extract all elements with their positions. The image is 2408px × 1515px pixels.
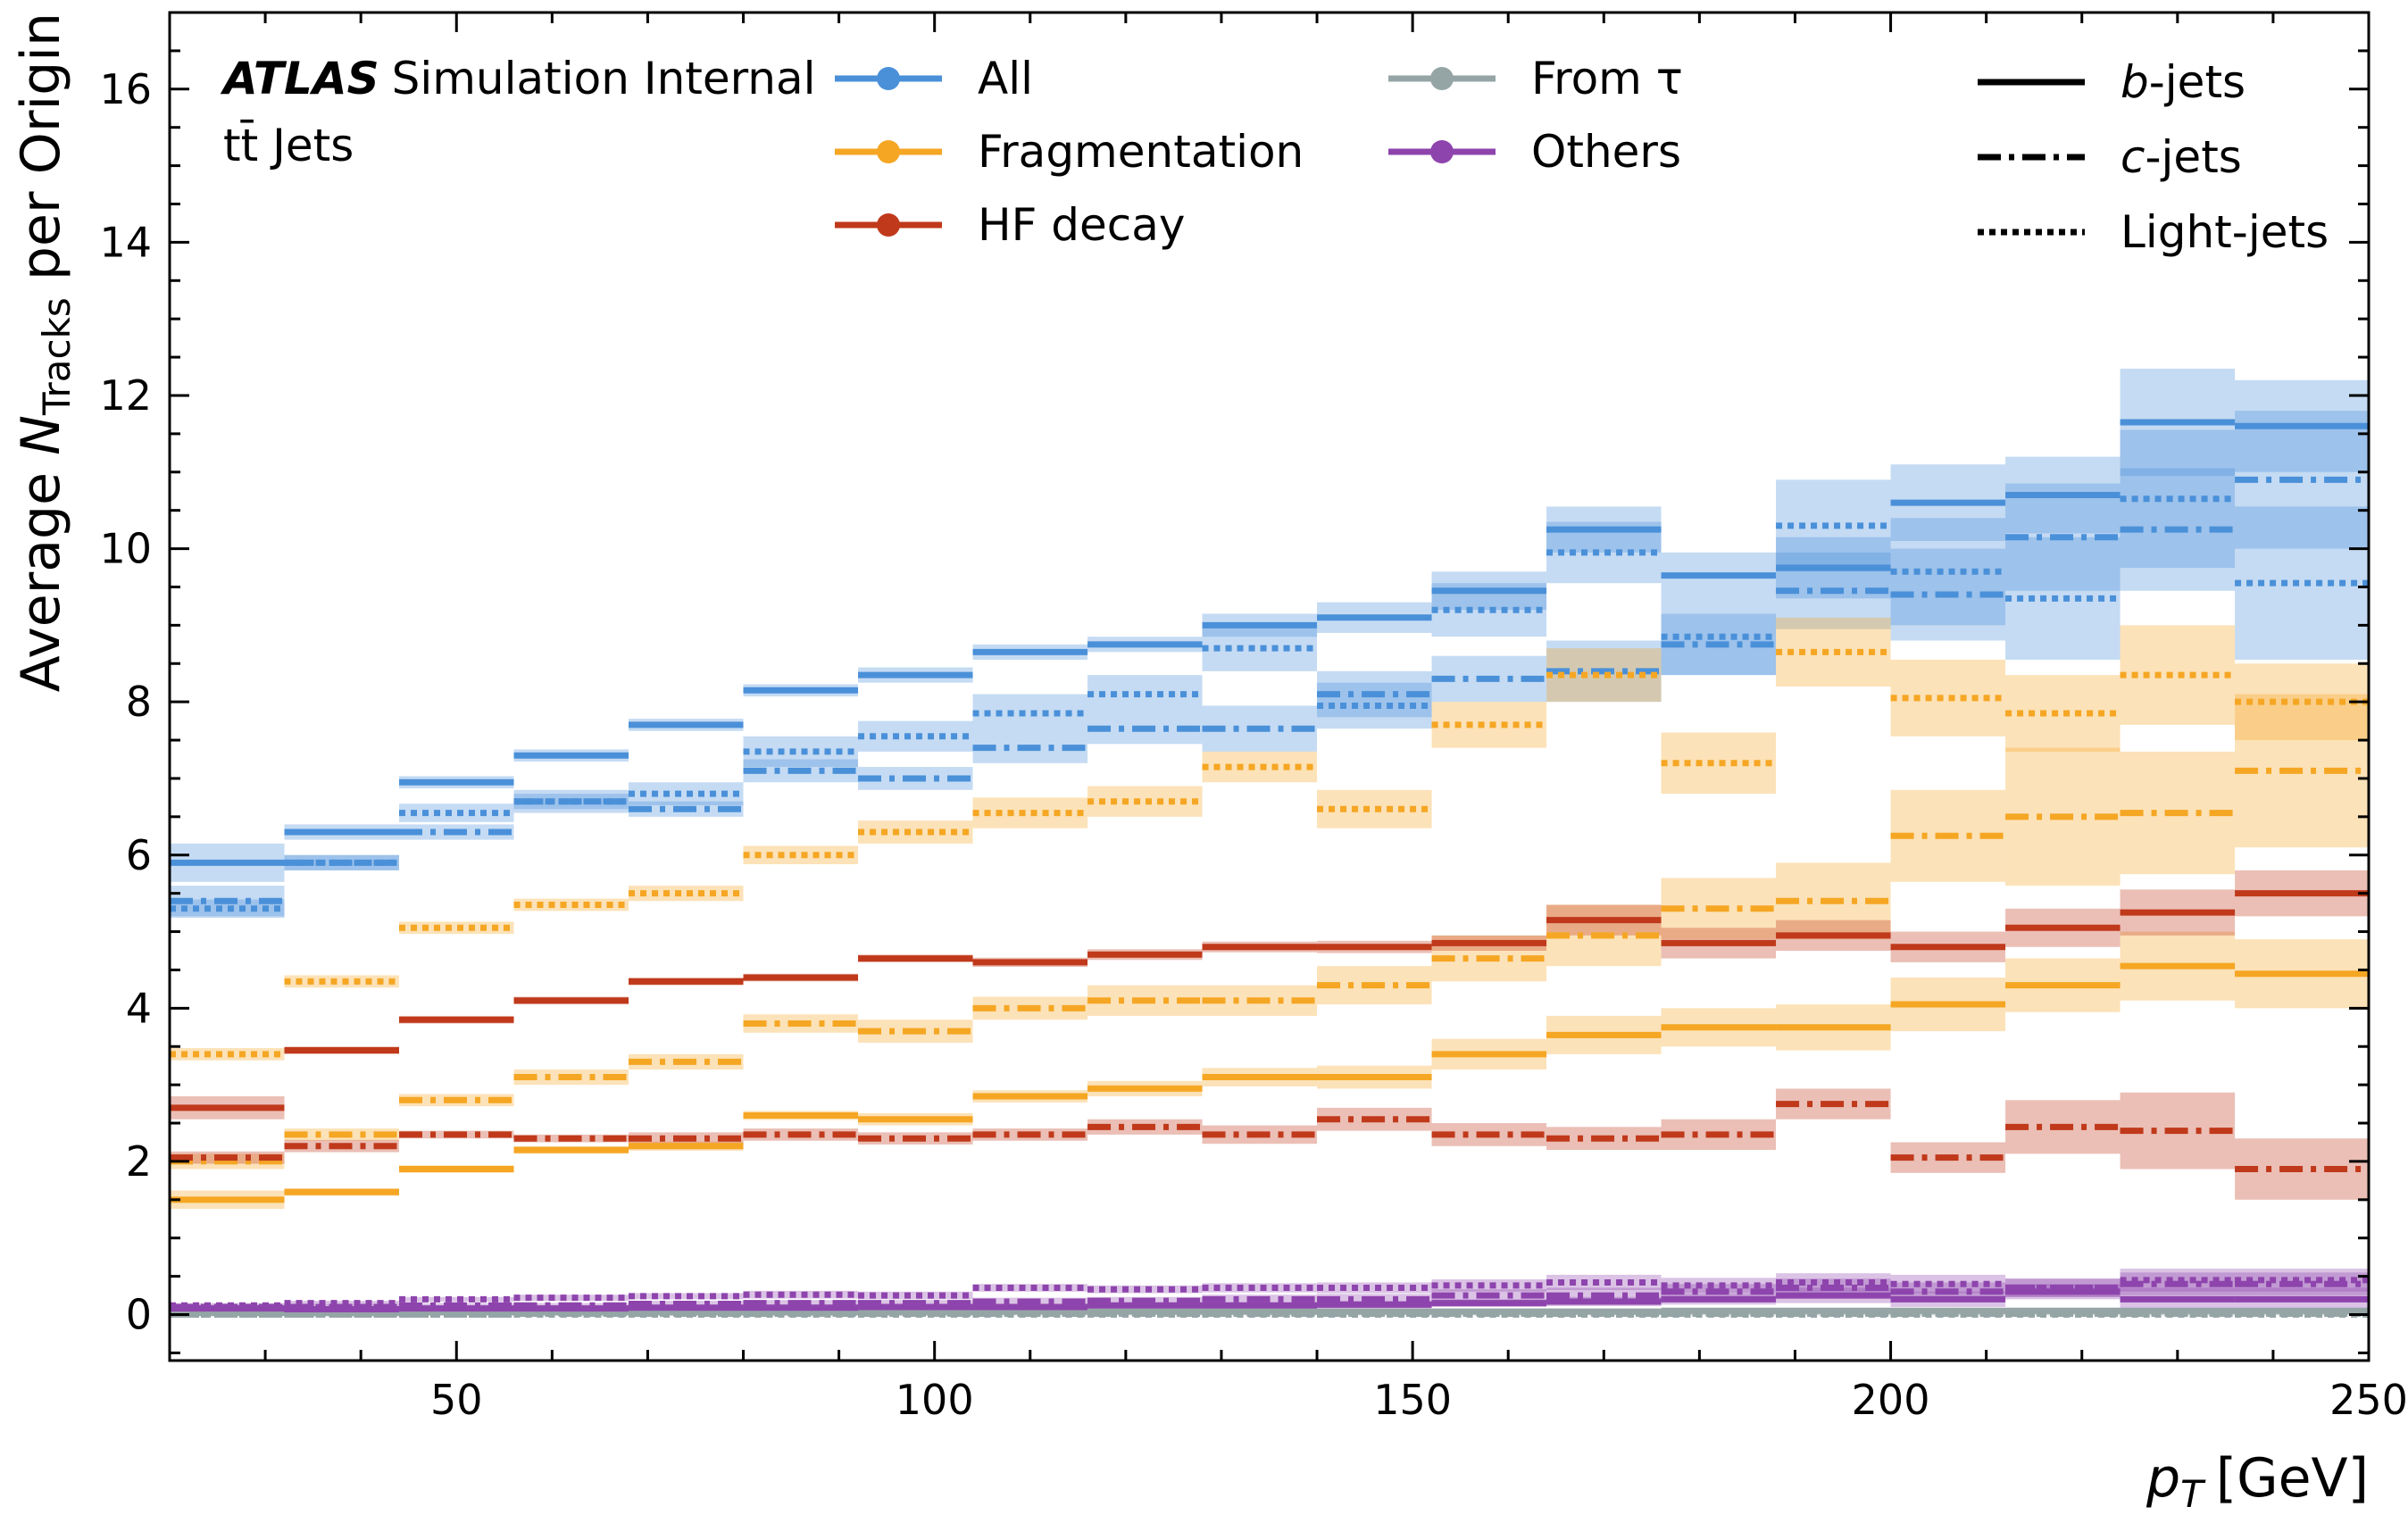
- legend: All Fragmentation HF decay From τ Others b-je…: [835, 53, 2329, 258]
- x-tick-label: 50: [430, 1376, 483, 1424]
- uncertainty-band-others-l: [1087, 1285, 1203, 1294]
- uncertainty-band-all-l: [170, 899, 285, 919]
- uncertainty-band-others-l: [1546, 1274, 1662, 1291]
- x-tick-label: 100: [896, 1376, 974, 1424]
- y-tick-label: 2: [126, 1137, 152, 1186]
- legend-label-others: Others: [1531, 126, 1681, 178]
- uncertainty-band-others-l: [1202, 1283, 1318, 1293]
- uncertainty-band-frag-l: [629, 886, 744, 902]
- legend-marker-all: [877, 67, 900, 90]
- uncertainty-band-all-l: [399, 803, 514, 822]
- uncertainty-band-frag-l: [743, 845, 859, 865]
- uncertainty-band-all-l: [2235, 506, 2369, 660]
- x-tick-label: 250: [2329, 1376, 2408, 1424]
- tick-labels: 50 100 150 200 250 0 2 4 6 8 10 12 14 16: [99, 65, 2407, 1424]
- legend-marker-frag: [877, 140, 900, 163]
- y-tick-label: 0: [126, 1291, 152, 1339]
- axis-ticks: [170, 12, 2371, 1361]
- legend-label-frag: Fragmentation: [978, 126, 1304, 178]
- x-tick-label: 200: [1852, 1376, 1930, 1424]
- y-tick-label: 14: [99, 218, 152, 266]
- legend-label-hf: HF decay: [978, 199, 1185, 251]
- legend-jet-label-c: c-jets: [2121, 131, 2242, 183]
- series-lines: [170, 419, 2369, 1319]
- legend-label-all: All: [978, 53, 1033, 104]
- atlas-label: ATLAS Simulation Internal: [220, 53, 816, 104]
- uncertainty-band-others-l: [1776, 1273, 1891, 1292]
- y-tick-label: 16: [99, 65, 152, 113]
- uncertainty-band-others-l: [629, 1293, 744, 1300]
- uncertainty-band-others-l: [1890, 1274, 2006, 1294]
- legend-marker-tau: [1430, 67, 1454, 90]
- legend-label-tau: From τ: [1531, 53, 1683, 104]
- uncertainty-band-others-l: [858, 1291, 973, 1300]
- y-axis-label: Average NTracks per Origin: [10, 12, 79, 692]
- uncertainty-band-others-l: [1661, 1278, 1777, 1294]
- y-tick-label: 10: [99, 525, 152, 573]
- uncertainty-band-others-l: [284, 1301, 400, 1306]
- y-tick-label: 8: [126, 678, 152, 726]
- uncertainty-band-others-l: [2235, 1269, 2369, 1292]
- x-axis-label: pT [GeV]: [2146, 1447, 2369, 1515]
- sample-label: tt̄ Jets: [223, 119, 354, 171]
- x-tick-label: 150: [1373, 1376, 1452, 1424]
- y-tick-label: 4: [126, 984, 152, 1032]
- uncertainty-band-frag-l: [2235, 663, 2369, 741]
- y-tick-label: 6: [126, 831, 152, 879]
- uncertainty-band-others-l: [972, 1284, 1088, 1292]
- plot-frame: [168, 11, 2371, 1362]
- uncertainty-band-others-l: [513, 1294, 629, 1302]
- legend-jet-label-l: Light-jets: [2121, 206, 2329, 258]
- legend-marker-hf: [877, 213, 900, 237]
- legend-marker-others: [1430, 140, 1454, 163]
- legend-jet-label-b: b-jets: [2121, 56, 2246, 108]
- uncertainty-band-others-l: [399, 1296, 514, 1302]
- uncertainty-band-others-l: [743, 1290, 859, 1299]
- y-tick-label: 12: [99, 371, 152, 420]
